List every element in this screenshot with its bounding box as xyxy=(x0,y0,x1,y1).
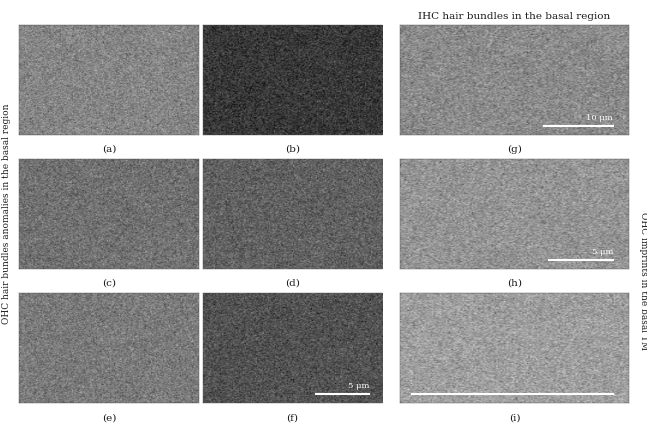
Text: (a): (a) xyxy=(102,145,116,154)
Text: (f): (f) xyxy=(287,413,298,422)
Text: (d): (d) xyxy=(285,279,300,288)
Text: (c): (c) xyxy=(102,279,116,288)
Text: 5 μm: 5 μm xyxy=(591,248,613,256)
Text: (i): (i) xyxy=(509,413,520,422)
Text: 5 μm: 5 μm xyxy=(348,382,369,390)
Text: (h): (h) xyxy=(507,279,522,288)
Text: 10 μm: 10 μm xyxy=(586,114,613,122)
Text: (b): (b) xyxy=(285,145,300,154)
Text: OHC imprints in the basal TM: OHC imprints in the basal TM xyxy=(639,212,647,350)
Text: OHC hair bundles anomalies in the basal region: OHC hair bundles anomalies in the basal … xyxy=(2,103,11,324)
Text: IHC hair bundles in the basal region: IHC hair bundles in the basal region xyxy=(419,12,611,21)
Text: (e): (e) xyxy=(102,413,116,422)
Text: (g): (g) xyxy=(507,145,522,154)
